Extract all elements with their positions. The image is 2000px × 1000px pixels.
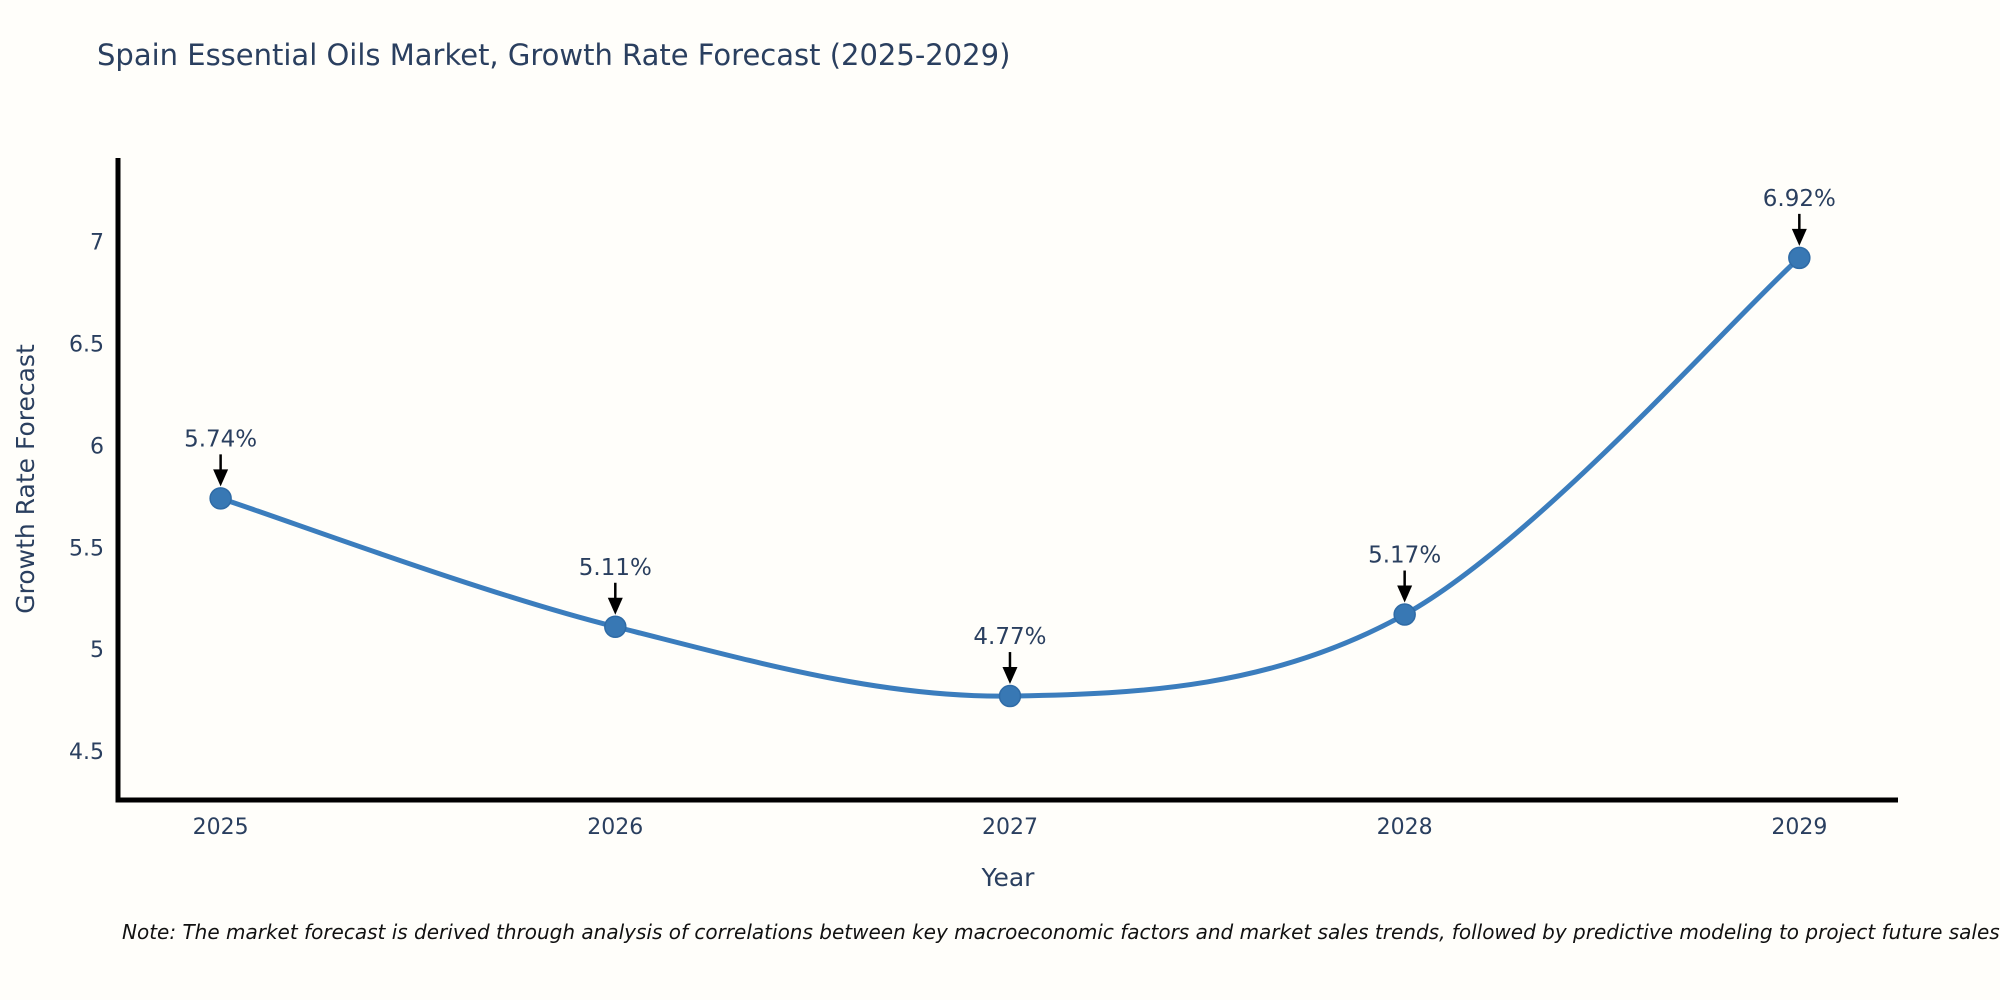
data-point-2026[interactable] [604,615,627,639]
axis-title-layer: Year Growth Rate Forecast [11,344,1035,892]
annotation-layer: 5.74% 5.11% 4.77% 5.17% 6.92% [184,186,1836,685]
point-value-label: 5.74% [184,426,257,452]
y-axis-title: Growth Rate Forecast [11,344,40,614]
point-value-label: 6.92% [1763,186,1836,212]
x-tick-label: 2025 [193,815,249,840]
point-value-label: 5.17% [1368,543,1441,569]
x-axis-title: Year [981,863,1036,892]
annotation-arrowhead-icon [1791,228,1807,246]
annotation-arrowhead-icon [1002,667,1018,685]
x-tick-label: 2028 [1377,815,1433,840]
data-point-2025[interactable] [209,487,232,510]
x-tick-label: 2027 [982,815,1038,840]
y-tick-label: 7 [90,231,104,256]
x-tick-label: 2026 [587,815,643,840]
data-point-2028[interactable] [1393,603,1416,626]
series-layer [209,246,1811,708]
footnote-text: Note: The market forecast is derived thr… [122,920,2000,944]
annotation-arrowhead-icon [213,469,229,487]
axes-layer: 4.5 5 5.5 6 6.5 7 2025 2026 2027 2028 2029 [69,158,1898,840]
data-point-2029[interactable] [1788,246,1811,270]
y-tick-label: 4.5 [69,740,104,765]
point-value-label: 5.11% [579,555,652,581]
annotation-arrowhead-icon [607,597,623,615]
chart-title: Spain Essential Oils Market, Growth Rate… [97,38,1011,72]
y-tick-label: 5 [90,638,104,663]
y-tick-label: 6.5 [69,332,104,357]
y-tick-label: 6 [90,434,104,459]
data-point-2027[interactable] [998,684,1022,708]
annotation-arrowhead-icon [1397,585,1413,603]
y-tick-label: 5.5 [69,536,104,561]
point-value-label: 4.77% [973,624,1046,650]
x-tick-label: 2029 [1771,815,1827,840]
